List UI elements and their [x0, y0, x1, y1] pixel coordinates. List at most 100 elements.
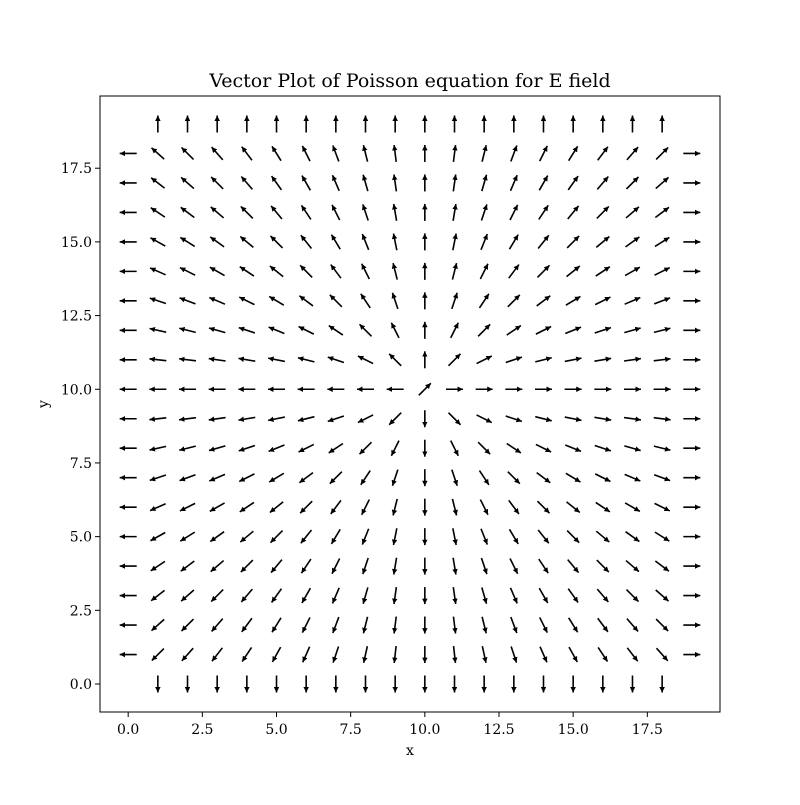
field-arrow [477, 323, 491, 337]
field-arrow [505, 415, 523, 423]
y-tick-label: 5.0 [70, 530, 92, 546]
field-arrow [149, 267, 166, 276]
field-arrow [510, 145, 518, 162]
field-arrow [238, 356, 256, 362]
field-arrow [210, 618, 224, 632]
field-arrow [391, 469, 399, 487]
field-arrow [452, 144, 458, 163]
field-arrow [360, 293, 371, 309]
field-arrow [150, 618, 165, 632]
field-arrow [391, 233, 398, 251]
field-arrow [655, 647, 669, 662]
field-arrow [594, 444, 612, 452]
field-arrow [328, 324, 344, 336]
field-arrow [481, 587, 488, 604]
field-arrow [299, 264, 313, 278]
field-arrow [178, 356, 197, 363]
field-arrow [624, 473, 641, 482]
field-arrow [360, 263, 371, 280]
field-arrow [596, 205, 610, 219]
field-arrow [210, 589, 224, 603]
field-arrow [300, 234, 313, 250]
field-arrow [390, 440, 400, 457]
field-arrow [655, 589, 670, 602]
field-arrow [535, 443, 552, 453]
field-arrow [271, 145, 282, 162]
field-arrow [537, 234, 550, 250]
field-arrow [268, 472, 285, 483]
field-arrow [180, 206, 195, 219]
field-arrow [566, 265, 581, 278]
field-arrow [179, 266, 196, 276]
field-arrow [270, 588, 283, 603]
field-arrow [241, 617, 253, 633]
field-arrow [301, 587, 312, 604]
field-arrow [149, 297, 167, 305]
field-arrow [358, 323, 373, 337]
field-arrow [271, 617, 282, 633]
field-arrow [509, 587, 518, 604]
field-arrow [625, 589, 640, 603]
field-arrow [538, 587, 549, 604]
field-arrow [653, 297, 671, 305]
field-arrow [209, 236, 225, 248]
field-arrow [327, 356, 345, 364]
field-arrow [594, 473, 611, 483]
field-arrow [269, 501, 284, 514]
field-arrow [238, 326, 256, 334]
field-arrow [301, 175, 312, 191]
field-arrow [268, 295, 285, 306]
field-arrow [451, 498, 458, 516]
x-tick-label: 2.5 [191, 722, 213, 738]
field-arrow [332, 646, 340, 663]
field-arrow [391, 528, 398, 546]
y-axis-label: y [36, 400, 52, 409]
field-arrow [268, 326, 285, 335]
field-arrow [329, 471, 343, 485]
field-arrow [626, 146, 639, 161]
field-arrow [510, 646, 518, 663]
field-arrow [449, 440, 460, 457]
field-arrow [452, 174, 458, 192]
field-arrow [180, 146, 195, 161]
field-arrow [597, 647, 609, 663]
x-tick-label: 7.5 [340, 722, 362, 738]
field-arrow [654, 560, 670, 572]
field-arrow [480, 204, 488, 221]
field-arrow [447, 353, 462, 367]
field-arrow [566, 501, 581, 514]
field-arrow [481, 145, 488, 162]
field-arrow [362, 616, 369, 634]
field-arrow [388, 353, 402, 367]
field-arrow [179, 473, 196, 482]
field-arrow [538, 204, 549, 220]
field-arrow [150, 177, 166, 189]
field-arrow [564, 356, 582, 363]
field-arrow [331, 558, 341, 575]
field-arrow [362, 174, 369, 192]
field-arrow [536, 264, 551, 278]
field-arrow [391, 262, 399, 280]
field-arrow [358, 441, 373, 455]
field-arrow [594, 356, 612, 362]
field-arrow [238, 473, 255, 483]
field-arrow [624, 266, 641, 277]
field-arrow [452, 233, 458, 251]
field-arrow [481, 174, 488, 192]
field-arrow [480, 528, 489, 545]
field-arrow [297, 415, 315, 423]
field-arrow [270, 205, 283, 220]
field-arrow [595, 501, 611, 513]
field-arrow [149, 502, 166, 512]
x-tick-label: 0.0 [117, 722, 139, 738]
field-arrow [208, 445, 226, 452]
field-arrow [476, 355, 493, 365]
field-arrow [150, 531, 166, 542]
field-arrow [624, 296, 641, 305]
field-arrow [150, 207, 166, 218]
field-arrow [449, 322, 460, 339]
field-arrow [535, 356, 552, 363]
field-arrow [332, 616, 340, 634]
field-arrow [271, 646, 282, 663]
field-arrow [240, 175, 253, 190]
